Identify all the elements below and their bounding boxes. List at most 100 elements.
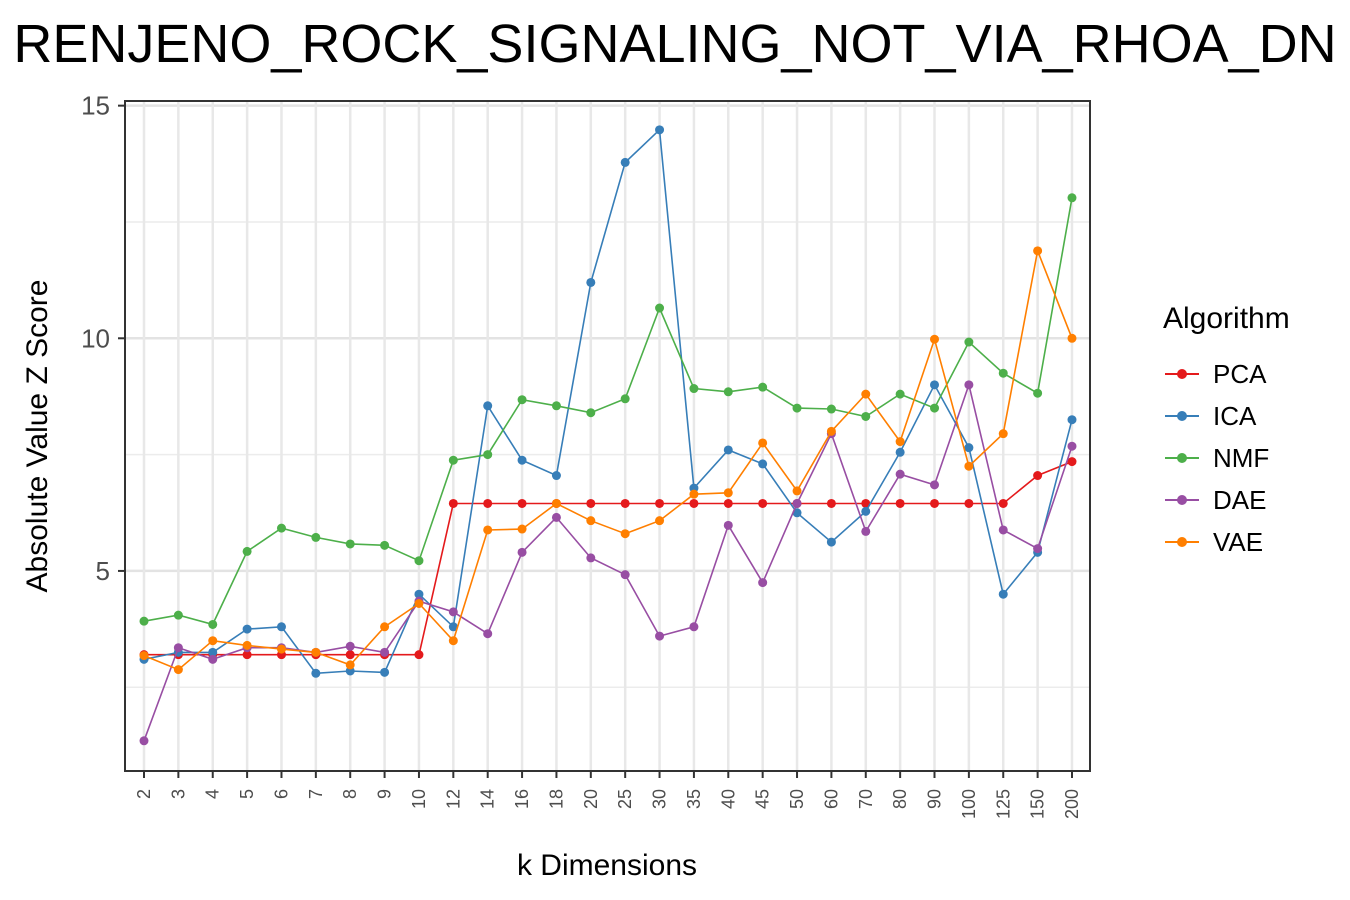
point-vae-25 — [620, 529, 630, 539]
point-dae-12 — [448, 607, 458, 617]
point-vae-60 — [826, 426, 836, 436]
x-tick-label-150: 150 — [1028, 789, 1048, 819]
y-tick-label-10: 10 — [81, 323, 110, 353]
point-vae-125 — [998, 429, 1008, 439]
point-pca-60 — [826, 498, 836, 508]
x-tick-label-7: 7 — [306, 789, 326, 799]
point-dae-50 — [792, 498, 802, 508]
legend-item-vae: VAE — [1163, 522, 1263, 562]
point-vae-4 — [208, 636, 218, 646]
x-tick-label-6: 6 — [271, 789, 291, 799]
point-pca-100 — [964, 498, 974, 508]
point-ica-18 — [551, 471, 561, 481]
y-tick-label-5: 5 — [96, 556, 110, 586]
point-nmf-30 — [655, 303, 665, 313]
x-tick-label-45: 45 — [753, 789, 773, 809]
point-ica-70 — [861, 506, 871, 516]
point-vae-9 — [380, 622, 390, 632]
point-vae-100 — [964, 461, 974, 471]
point-dae-4 — [208, 654, 218, 664]
point-dae-80 — [895, 469, 905, 479]
legend-swatch-nmf — [1163, 448, 1201, 468]
point-nmf-200 — [1067, 193, 1077, 203]
x-tick-label-50: 50 — [787, 789, 807, 809]
legend-label-ica: ICA — [1213, 400, 1257, 431]
point-ica-7 — [311, 668, 321, 678]
point-pca-40 — [723, 498, 733, 508]
x-tick-label-12: 12 — [443, 789, 463, 809]
point-dae-14 — [483, 629, 493, 639]
point-dae-100 — [964, 380, 974, 390]
point-nmf-20 — [586, 408, 596, 418]
point-nmf-18 — [551, 401, 561, 411]
x-tick-label-4: 4 — [203, 789, 223, 799]
point-vae-20 — [586, 516, 596, 526]
point-dae-3 — [173, 643, 183, 653]
point-ica-30 — [655, 125, 665, 135]
point-ica-12 — [448, 622, 458, 632]
point-ica-16 — [517, 455, 527, 465]
point-ica-80 — [895, 447, 905, 457]
point-nmf-80 — [895, 389, 905, 399]
legend-item-pca: PCA — [1163, 354, 1266, 394]
point-nmf-125 — [998, 368, 1008, 378]
point-ica-5 — [242, 624, 252, 634]
point-vae-10 — [414, 599, 424, 608]
point-dae-70 — [861, 526, 871, 536]
point-vae-30 — [655, 516, 665, 526]
series-nmf — [139, 193, 1077, 629]
point-nmf-3 — [173, 610, 183, 620]
point-vae-70 — [861, 389, 871, 399]
point-nmf-50 — [792, 403, 802, 413]
legend-swatch-dae — [1163, 490, 1201, 510]
point-dae-16 — [517, 547, 527, 557]
point-nmf-5 — [242, 546, 252, 556]
legend-item-nmf: NMF — [1163, 438, 1269, 478]
y-axis-label: Absolute Value Z Score — [21, 280, 54, 593]
point-dae-9 — [380, 647, 390, 657]
point-vae-3 — [173, 665, 183, 675]
point-nmf-14 — [483, 450, 493, 460]
point-nmf-8 — [345, 539, 355, 549]
legend-label-pca: PCA — [1213, 358, 1267, 389]
point-nmf-35 — [689, 384, 699, 394]
point-ica-125 — [998, 589, 1008, 599]
point-nmf-25 — [620, 394, 630, 404]
point-ica-14 — [483, 401, 493, 411]
point-ica-10 — [414, 589, 424, 599]
x-tick-label-70: 70 — [856, 789, 876, 809]
point-vae-2 — [139, 651, 149, 661]
point-pca-80 — [895, 498, 905, 508]
point-dae-30 — [655, 631, 665, 641]
x-tick-label-25: 25 — [615, 789, 635, 809]
point-pca-70 — [861, 498, 871, 508]
point-pca-20 — [586, 498, 596, 508]
series-vae — [139, 246, 1077, 675]
series-line-nmf — [143, 197, 1073, 626]
point-pca-25 — [620, 498, 630, 508]
point-vae-80 — [895, 437, 905, 447]
x-tick-label-14: 14 — [478, 789, 498, 809]
point-nmf-70 — [861, 411, 871, 421]
point-pca-14 — [483, 498, 493, 508]
point-vae-50 — [792, 486, 802, 496]
legend-title: Algorithm — [1163, 302, 1290, 335]
legend-swatch-pca — [1163, 364, 1201, 384]
x-tick-label-125: 125 — [993, 789, 1013, 819]
point-ica-100 — [964, 443, 974, 453]
point-nmf-12 — [448, 455, 458, 465]
point-ica-60 — [826, 537, 836, 547]
point-dae-90 — [930, 480, 940, 490]
point-ica-200 — [1067, 415, 1077, 425]
point-nmf-6 — [276, 523, 286, 533]
point-pca-200 — [1067, 457, 1077, 467]
point-vae-8 — [345, 660, 355, 670]
point-pca-35 — [689, 498, 699, 508]
x-tick-label-8: 8 — [340, 789, 360, 799]
point-vae-14 — [483, 525, 493, 535]
point-ica-20 — [586, 277, 596, 287]
point-vae-12 — [448, 636, 458, 646]
point-vae-90 — [930, 334, 940, 344]
x-tick-label-100: 100 — [959, 789, 979, 819]
